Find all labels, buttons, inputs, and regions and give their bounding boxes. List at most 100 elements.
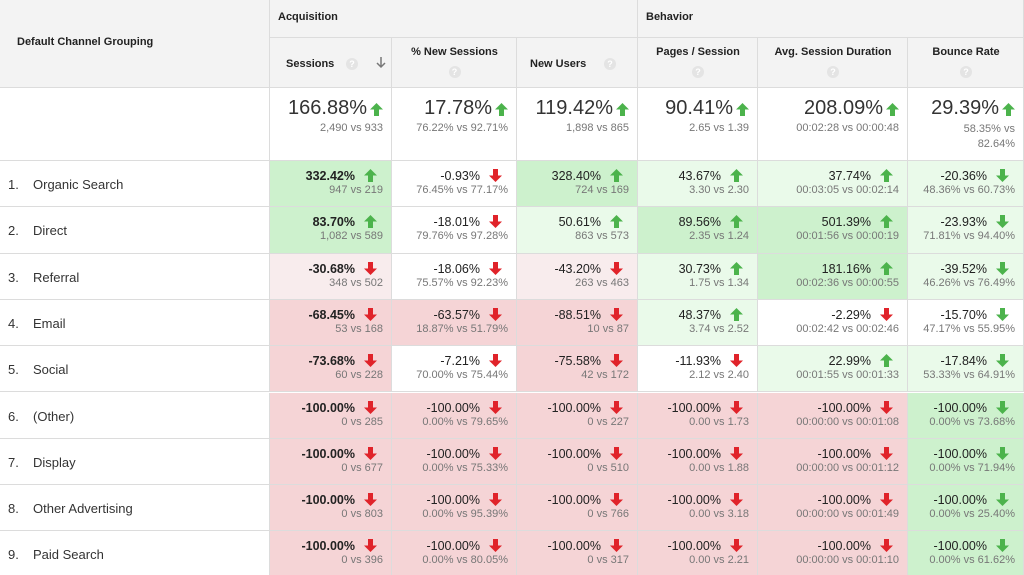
column-header[interactable]: Sessions? (270, 38, 392, 88)
metric-cell: -100.00% 00:00:00 vs 00:01:49 (758, 485, 908, 532)
arrow-up (610, 169, 623, 182)
row-label: 8. Other Advertising (0, 485, 270, 532)
change: 43.67% (678, 169, 721, 183)
change: -100.00% (933, 539, 987, 554)
compare: 0.00% vs 75.33% (422, 461, 508, 474)
row-name[interactable]: Referral (33, 269, 80, 285)
arrow-down (730, 400, 743, 414)
row-name[interactable]: Social (33, 362, 69, 378)
row-name[interactable]: Email (33, 315, 66, 331)
change: -100.00% (667, 539, 721, 554)
change: -11.93% (675, 354, 721, 369)
metric-cell: -30.68% 348 vs 502 (270, 253, 392, 300)
metric-cell: -100.00% 0.00% vs 61.62% (908, 531, 1024, 575)
change: -75.58% (554, 354, 601, 369)
total-compare: 1,898 vs 865 (566, 122, 629, 134)
metric-cell: 501.39% 00:01:56 vs 00:00:19 (758, 207, 908, 254)
row-name[interactable]: (Other) (33, 408, 75, 424)
row-label: 6. (Other) (0, 392, 270, 439)
row-index: 5. (8, 362, 19, 378)
compare: 0.00 vs 3.18 (689, 508, 749, 521)
compare: 1.75 vs 1.34 (689, 276, 749, 289)
row-label: 9. Paid Search (0, 531, 270, 575)
compare: 00:00:00 vs 00:01:12 (796, 461, 899, 474)
change: -100.00% (426, 400, 480, 415)
arrow-up (370, 103, 383, 116)
help-icon: ? (346, 58, 358, 70)
change: -23.93% (940, 215, 987, 230)
arrow-up (730, 261, 743, 275)
totals-cell: 208.09% 00:02:28 vs 00:00:48 (758, 88, 908, 161)
compare: 0 vs 803 (341, 508, 383, 521)
change: -88.51% (554, 307, 601, 322)
compare: 00:01:56 vs 00:00:19 (796, 230, 899, 243)
metric-cell: 328.40% 724 vs 169 (517, 161, 638, 208)
compare: 0.00 vs 1.88 (689, 461, 749, 474)
column-header[interactable]: Avg. Session Duration? (758, 38, 908, 88)
compare: 348 vs 502 (329, 276, 383, 289)
arrow-down (880, 493, 893, 507)
column-header[interactable]: Pages / Session? (638, 38, 758, 88)
compare: 46.26% vs 76.49% (923, 276, 1015, 289)
metric-cell: 83.70% 1,082 vs 589 (270, 207, 392, 254)
arrow-down (489, 400, 502, 414)
arrow-down (610, 446, 623, 460)
compare: 10 vs 87 (587, 322, 629, 335)
metric-cell: -39.52% 46.26% vs 76.49% (908, 253, 1024, 300)
change: -100.00% (933, 446, 987, 461)
change: -39.52% (940, 261, 987, 276)
row-name[interactable]: Direct (33, 223, 67, 239)
metric-cell: -100.00% 0.00% vs 25.40% (908, 485, 1024, 532)
metric-cell: -75.58% 42 vs 172 (517, 346, 638, 393)
arrow-down (610, 261, 623, 275)
row-name[interactable]: Other Advertising (33, 501, 133, 517)
arrow-down (730, 539, 743, 553)
metric-cell: 48.37% 3.74 vs 2.52 (638, 299, 758, 347)
arrow-down (880, 539, 893, 553)
compare: 70.00% vs 75.44% (416, 369, 508, 382)
column-header[interactable]: New Users? (517, 38, 638, 88)
change: -68.45% (308, 307, 355, 322)
change: -100.00% (667, 400, 721, 415)
total-compare: 58.35% vs 82.64% (963, 123, 1015, 150)
arrow-down (489, 261, 502, 275)
total-change: 166.88% (288, 97, 367, 119)
arrow-down (996, 446, 1009, 460)
group-header: Acquisition (270, 0, 638, 38)
change: -63.57% (433, 307, 480, 322)
help-icon: ? (604, 58, 616, 70)
change: -15.70% (940, 307, 987, 322)
arrow-up (880, 261, 893, 275)
total-compare: 00:02:28 vs 00:00:48 (796, 122, 899, 134)
total-compare: 76.22% vs 92.71% (416, 122, 508, 134)
arrow-down (364, 400, 377, 414)
total-change: 119.42% (535, 97, 613, 119)
compare: 79.76% vs 97.28% (416, 230, 508, 243)
arrow-down (610, 307, 623, 321)
compare: 0.00% vs 73.68% (929, 415, 1015, 428)
column-header[interactable]: Bounce Rate? (908, 38, 1024, 88)
totals-cell: 166.88% 2,490 vs 933 (270, 88, 392, 161)
arrow-up (1002, 103, 1015, 116)
change: -0.93% (440, 169, 480, 183)
arrow-up (610, 215, 623, 229)
sort-arrow[interactable] (376, 57, 386, 69)
compare: 60 vs 228 (335, 369, 383, 382)
row-name[interactable]: Display (33, 454, 76, 470)
change: -20.36% (940, 169, 987, 183)
arrow-down (489, 215, 502, 229)
totals-cell: 29.39% 58.35% vs 82.64% (908, 88, 1024, 161)
compare: 00:00:00 vs 00:01:10 (796, 554, 899, 567)
row-name[interactable]: Organic Search (33, 177, 124, 192)
compare: 0.00% vs 95.39% (422, 508, 508, 521)
arrow-down (996, 169, 1009, 182)
change: 22.99% (828, 354, 871, 369)
compare: 0 vs 285 (341, 415, 383, 428)
row-name[interactable]: Paid Search (33, 547, 104, 563)
change: -100.00% (933, 493, 987, 508)
metric-cell: -100.00% 0.00% vs 80.05% (392, 531, 517, 575)
column-header[interactable]: % New Sessions? (392, 38, 517, 88)
metric-cell: -100.00% 0 vs 285 (270, 392, 392, 439)
change: -100.00% (426, 446, 480, 461)
